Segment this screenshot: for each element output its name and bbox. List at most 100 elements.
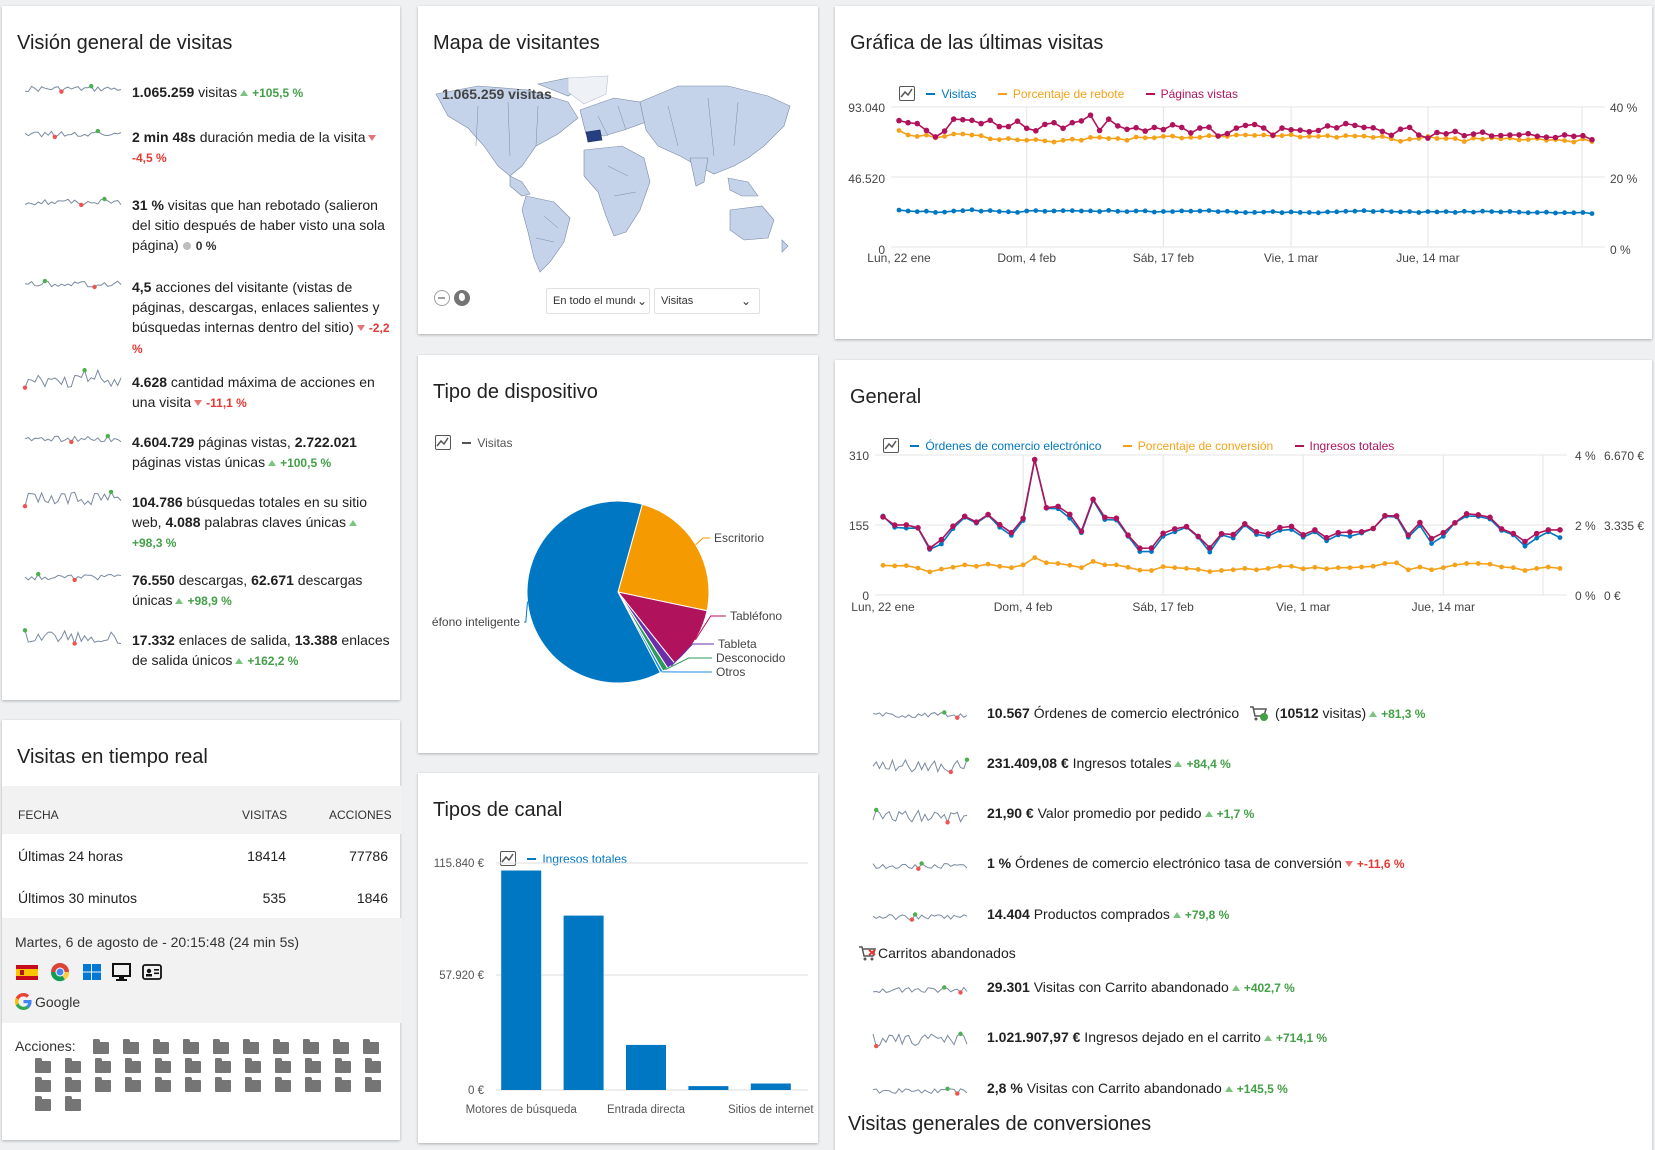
data-point[interactable] (939, 537, 945, 543)
overview-sparkline[interactable] (22, 119, 124, 149)
folder-icon[interactable] (65, 1099, 81, 1111)
data-point[interactable] (986, 562, 991, 567)
data-point[interactable] (1033, 128, 1039, 134)
data-point[interactable] (1079, 209, 1084, 214)
data-point[interactable] (1060, 126, 1066, 132)
data-point[interactable] (1325, 210, 1330, 215)
abandoned-sparkline[interactable] (870, 976, 970, 1004)
data-point[interactable] (1429, 541, 1434, 546)
data-point[interactable] (1254, 529, 1260, 535)
data-point[interactable] (1088, 135, 1093, 140)
data-point[interactable] (1070, 137, 1075, 142)
data-point[interactable] (1252, 133, 1257, 138)
data-point[interactable] (1526, 210, 1531, 215)
data-point[interactable] (1020, 516, 1026, 522)
data-point[interactable] (906, 133, 911, 138)
zoom-out-icon[interactable] (434, 290, 450, 306)
data-point[interactable] (1476, 561, 1481, 566)
data-point[interactable] (1382, 513, 1388, 519)
data-point[interactable] (1526, 137, 1531, 142)
folder-icon[interactable] (185, 1061, 201, 1073)
data-point[interactable] (1425, 135, 1431, 141)
data-point[interactable] (1348, 565, 1353, 570)
data-point[interactable] (1453, 563, 1458, 568)
data-point[interactable] (1334, 209, 1339, 214)
data-point[interactable] (997, 209, 1002, 214)
data-point[interactable] (1289, 564, 1294, 569)
data-point[interactable] (960, 117, 966, 123)
overview-sparkline[interactable] (22, 622, 124, 652)
data-point[interactable] (1102, 563, 1107, 568)
data-point[interactable] (892, 522, 898, 528)
data-point[interactable] (1243, 123, 1249, 129)
data-point[interactable] (881, 563, 886, 568)
data-point[interactable] (1498, 210, 1503, 215)
metric-select[interactable]: Visitas ⌄ (654, 288, 760, 314)
data-point[interactable] (1464, 511, 1470, 517)
folder-icon[interactable] (93, 1042, 109, 1054)
data-point[interactable] (1134, 135, 1139, 140)
data-point[interactable] (897, 208, 902, 213)
data-point[interactable] (1160, 531, 1166, 537)
data-point[interactable] (1079, 118, 1085, 124)
folder-icon[interactable] (303, 1042, 319, 1054)
bar[interactable] (501, 871, 541, 1091)
data-point[interactable] (1371, 564, 1376, 569)
data-point[interactable] (1517, 210, 1522, 215)
evolution-line-chart[interactable]: 93.040 46.520 0 40 % 20 % 0 % Lun, 22 en… (835, 6, 1652, 339)
overview-sparkline[interactable] (22, 269, 124, 299)
data-point[interactable] (1170, 122, 1176, 128)
data-point[interactable] (1370, 526, 1376, 532)
data-point[interactable] (1359, 565, 1364, 570)
data-point[interactable] (1418, 565, 1423, 570)
data-point[interactable] (1316, 210, 1321, 215)
data-point[interactable] (904, 522, 910, 528)
data-point[interactable] (1462, 209, 1467, 214)
data-point[interactable] (897, 128, 902, 133)
sparkline[interactable] (22, 424, 124, 454)
data-point[interactable] (969, 118, 975, 124)
data-point[interactable] (1056, 561, 1061, 566)
data-point[interactable] (1416, 210, 1421, 215)
chart-type-icon[interactable] (435, 435, 451, 450)
data-point[interactable] (1444, 136, 1449, 141)
data-point[interactable] (985, 512, 991, 518)
folder-icon[interactable] (185, 1080, 201, 1092)
data-point[interactable] (1172, 565, 1177, 570)
data-point[interactable] (1090, 497, 1096, 503)
sparkline[interactable] (22, 366, 124, 396)
sparkline[interactable] (870, 701, 970, 729)
data-point[interactable] (1336, 565, 1341, 570)
data-point[interactable] (1426, 209, 1431, 214)
data-point[interactable] (942, 134, 947, 139)
data-point[interactable] (1184, 524, 1190, 530)
data-point[interactable] (1024, 138, 1029, 143)
data-point[interactable] (1325, 123, 1331, 129)
data-point[interactable] (915, 525, 921, 531)
channel-bar-chart[interactable]: 115.840 € 57.920 € 0 € Motores de búsque… (418, 843, 818, 1143)
data-point[interactable] (1407, 125, 1413, 131)
data-point[interactable] (1024, 209, 1029, 214)
data-point[interactable] (1441, 530, 1447, 536)
data-point[interactable] (1523, 544, 1528, 549)
data-point[interactable] (974, 564, 979, 569)
data-point[interactable] (1225, 209, 1230, 214)
data-point[interactable] (988, 208, 993, 213)
sparkline[interactable] (22, 119, 124, 149)
folder-icon[interactable] (365, 1080, 381, 1092)
data-point[interactable] (1042, 122, 1048, 128)
folder-icon[interactable] (335, 1061, 351, 1073)
data-point[interactable] (1070, 208, 1075, 213)
data-point[interactable] (1079, 565, 1084, 570)
data-point[interactable] (1170, 209, 1175, 214)
data-point[interactable] (1471, 131, 1477, 137)
folder-icon[interactable] (153, 1042, 169, 1054)
data-point[interactable] (1215, 133, 1221, 139)
data-point[interactable] (1207, 545, 1213, 551)
sparkline[interactable] (22, 187, 124, 217)
overview-sparkline[interactable] (22, 424, 124, 454)
data-point[interactable] (1161, 134, 1166, 139)
data-point[interactable] (1097, 128, 1103, 134)
data-point[interactable] (939, 567, 944, 572)
data-point[interactable] (1289, 524, 1295, 530)
